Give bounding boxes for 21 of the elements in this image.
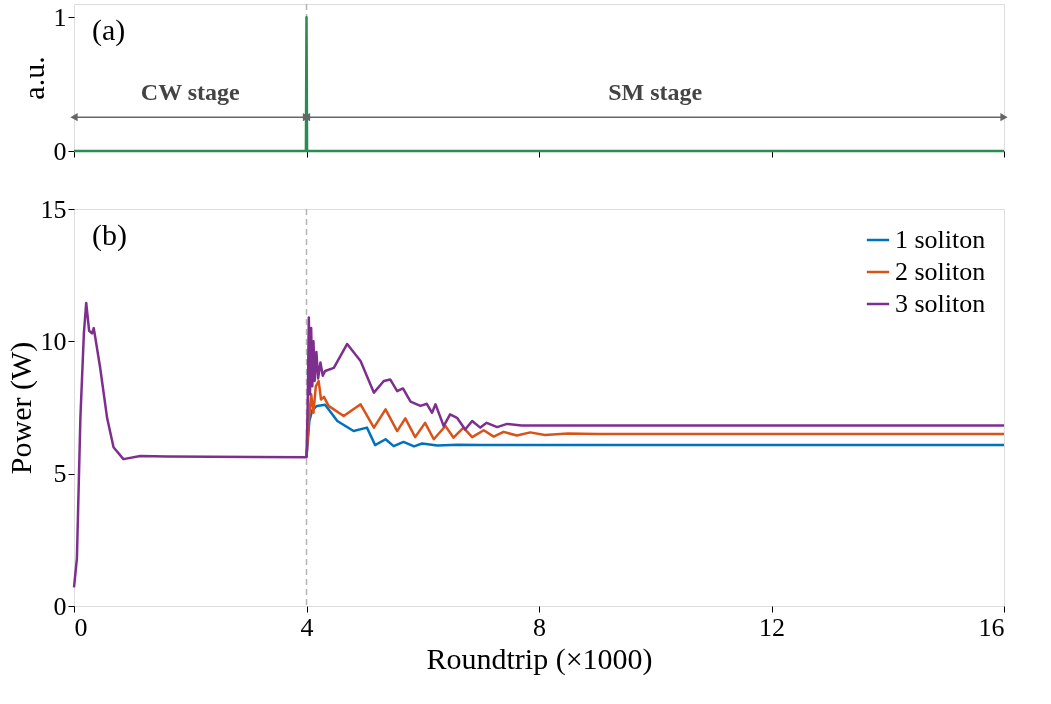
y-tick-label: 5	[53, 459, 67, 489]
legend-label: 1 soliton	[895, 225, 986, 254]
y-axis-title: a.u.	[16, 56, 50, 100]
y-axis-title: Power (W)	[3, 341, 38, 475]
x-tick-label: 16	[978, 612, 1005, 642]
x-tick-label: 0	[74, 612, 88, 642]
annotation: (b)	[92, 218, 127, 252]
y-tick-label: 0	[53, 591, 67, 621]
x-tick-label: 12	[759, 612, 785, 642]
x-tick-label: 4	[300, 612, 314, 642]
annotation: (a)	[92, 13, 126, 47]
x-axis-title: Roundtrip (×1000)	[426, 641, 653, 676]
x-tick-label: 8	[533, 612, 546, 642]
y-tick-label: 15	[40, 194, 67, 224]
legend-label: 3 soliton	[895, 289, 986, 318]
y-tick-label: 10	[40, 326, 67, 356]
y-tick-label: 1	[53, 2, 67, 32]
annotation: CW stage	[140, 79, 241, 106]
y-tick-label: 0	[53, 136, 67, 166]
annotation: SM stage	[608, 79, 703, 106]
legend-label: 2 soliton	[895, 257, 986, 286]
